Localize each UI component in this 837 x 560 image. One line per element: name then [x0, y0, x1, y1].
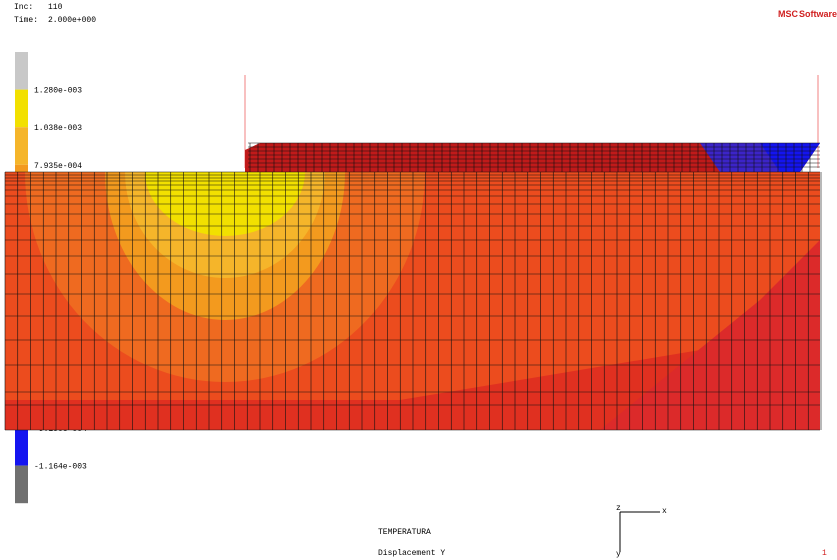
upper-block	[245, 143, 820, 172]
plot-subtitle: Displacement Y	[378, 549, 445, 558]
legend-swatch	[15, 89, 28, 128]
legend-label: 1.038e-003	[34, 124, 82, 133]
frame-number: 1	[822, 549, 827, 558]
legend-swatch	[15, 127, 28, 165]
upper-block-blue	[760, 143, 820, 172]
axis-z-label: z	[616, 504, 621, 513]
contour-body	[5, 172, 820, 430]
legend-label: 7.935e-004	[34, 162, 82, 171]
inc-value: 110	[48, 3, 63, 12]
axis-x-label: x	[662, 507, 667, 516]
legend-swatch	[15, 52, 28, 90]
legend-label: 1.280e-003	[34, 87, 82, 96]
logo-software: Software	[799, 9, 837, 19]
logo-msc: MSC	[778, 9, 799, 19]
legend-swatch	[15, 465, 28, 504]
mesh	[4, 142, 822, 431]
time-value: 2.000e+000	[48, 16, 96, 25]
legend-swatch	[15, 428, 28, 466]
time-label: Time:	[14, 16, 38, 25]
axis-y-label: y	[616, 550, 621, 559]
legend-label: -1.164e-003	[34, 463, 87, 472]
plot-title: TEMPERATURA	[378, 528, 431, 537]
inc-label: Inc:	[14, 3, 33, 12]
